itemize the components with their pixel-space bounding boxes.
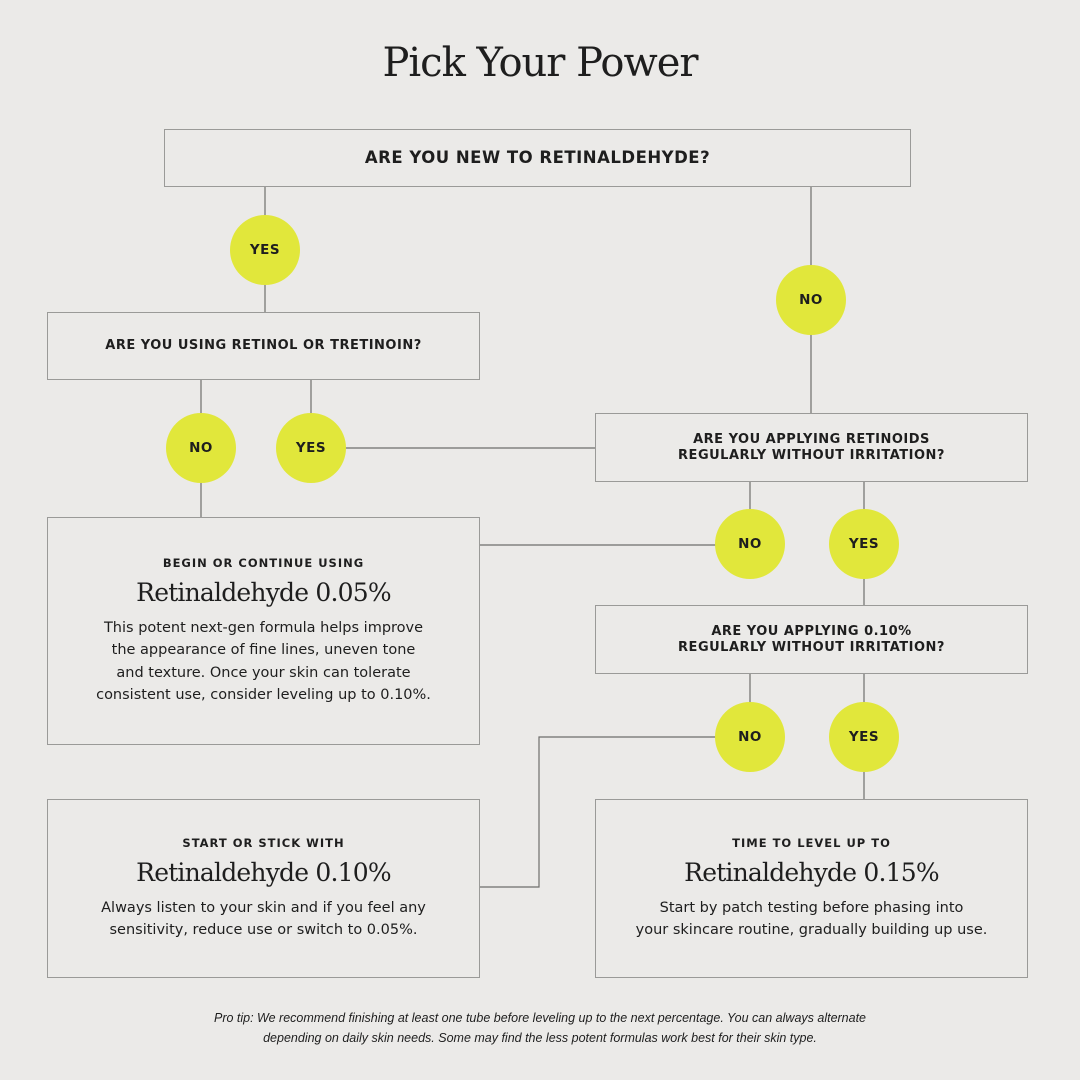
answer-yes: YES bbox=[829, 702, 899, 772]
answer-yes: YES bbox=[829, 509, 899, 579]
answer-no: NO bbox=[166, 413, 236, 483]
connector bbox=[479, 481, 751, 546]
result-product: Retinaldehyde 0.05% bbox=[136, 577, 391, 607]
answer-yes: YES bbox=[276, 413, 346, 483]
result-kicker: START OR STICK WITH bbox=[182, 835, 345, 850]
result-retinaldehyde-005: BEGIN OR CONTINUE USING Retinaldehyde 0.… bbox=[47, 517, 480, 745]
desc-line: and texture. Once your skin can tolerate bbox=[116, 664, 411, 681]
question-using-retinol: ARE YOU USING RETINOL OR TRETINOIN? bbox=[47, 312, 480, 380]
desc-line: This potent next-gen formula helps impro… bbox=[103, 619, 424, 636]
desc-line: your skincare routine, gradually buildin… bbox=[635, 922, 988, 938]
result-retinaldehyde-010: START OR STICK WITH Retinaldehyde 0.10% … bbox=[47, 799, 480, 978]
result-product: Retinaldehyde 0.15% bbox=[684, 857, 939, 887]
question-text: ARE YOU APPLYING 0.10% bbox=[711, 623, 912, 639]
result-kicker: TIME TO LEVEL UP TO bbox=[732, 835, 891, 850]
question-applying-010: ARE YOU APPLYING 0.10% REGULARLY WITHOUT… bbox=[595, 605, 1028, 674]
footer-line: Pro tip: We recommend finishing at least… bbox=[213, 1011, 867, 1025]
desc-line: sensitivity, reduce use or switch to 0.0… bbox=[109, 922, 418, 938]
question-text: REGULARLY WITHOUT IRRITATION? bbox=[678, 639, 945, 655]
result-description: This potent next-gen formula helps impro… bbox=[96, 617, 431, 707]
question-text: ARE YOU USING RETINOL OR TRETINOIN? bbox=[105, 338, 422, 353]
desc-line: the appearance of fine lines, uneven ton… bbox=[111, 642, 416, 658]
question-applying-retinoids: ARE YOU APPLYING RETINOIDS REGULARLY WIT… bbox=[595, 413, 1028, 482]
answer-no: NO bbox=[715, 509, 785, 579]
result-description: Start by patch testing before phasing in… bbox=[636, 897, 988, 942]
question-text: ARE YOU APPLYING RETINOIDS bbox=[693, 431, 930, 447]
connector bbox=[310, 379, 595, 449]
answer-no: NO bbox=[715, 702, 785, 772]
desc-line: Always listen to your skin and if you fe… bbox=[101, 899, 426, 916]
question-text: ARE YOU NEW TO RETINALDEHYDE? bbox=[364, 148, 711, 167]
desc-line: consistent use, consider leveling up to … bbox=[96, 687, 431, 703]
answer-no: NO bbox=[776, 265, 846, 335]
result-retinaldehyde-015: TIME TO LEVEL UP TO Retinaldehyde 0.15% … bbox=[595, 799, 1028, 978]
result-kicker: BEGIN OR CONTINUE USING bbox=[162, 555, 365, 570]
desc-line: Start by patch testing before phasing in… bbox=[659, 899, 964, 916]
question-new-to-retinaldehyde: ARE YOU NEW TO RETINALDEHYDE? bbox=[164, 129, 911, 187]
pro-tip-footer: Pro tip: We recommend finishing at least… bbox=[0, 1008, 1080, 1048]
question-text: REGULARLY WITHOUT IRRITATION? bbox=[678, 447, 945, 463]
answer-yes: YES bbox=[230, 215, 300, 285]
footer-line: depending on daily skin needs. Some may … bbox=[263, 1031, 817, 1045]
result-product: Retinaldehyde 0.10% bbox=[136, 857, 391, 887]
page-title: Pick Your Power bbox=[382, 40, 698, 86]
result-description: Always listen to your skin and if you fe… bbox=[101, 897, 426, 942]
